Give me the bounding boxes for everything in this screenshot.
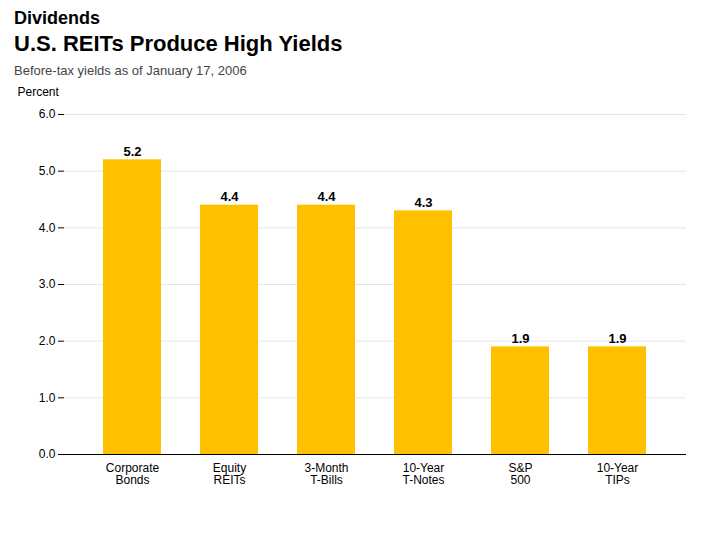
- svg-text:10-YearTIPs: 10-YearTIPs: [597, 461, 639, 487]
- svg-text:CorporateBonds: CorporateBonds: [106, 461, 160, 487]
- svg-text:Percent: Percent: [18, 85, 60, 99]
- svg-text:2.0: 2.0: [39, 334, 56, 348]
- svg-text:3-MonthT-Bills: 3-MonthT-Bills: [304, 461, 348, 487]
- svg-text:3.0: 3.0: [39, 277, 56, 291]
- html-text:U.S. REITs Produce High Yields: U.S. REITs Produce High Yields: [14, 31, 343, 56]
- svg-text:5.0: 5.0: [39, 164, 56, 178]
- svg-text:1.9: 1.9: [608, 331, 626, 346]
- svg-text:4.3: 4.3: [414, 195, 432, 210]
- svg-text:6.0: 6.0: [39, 107, 56, 121]
- svg-text:S&P500: S&P500: [508, 461, 532, 487]
- svg-text:10-YearT-Notes: 10-YearT-Notes: [402, 461, 444, 487]
- svg-text:0.0: 0.0: [39, 447, 56, 461]
- html-text:Dividends: Dividends: [14, 8, 100, 28]
- svg-text:4.4: 4.4: [317, 189, 336, 204]
- svg-text:4.0: 4.0: [39, 221, 56, 235]
- svg-text:1.9: 1.9: [511, 331, 529, 346]
- svg-text:1.0: 1.0: [39, 391, 56, 405]
- svg-text:EquityREITs: EquityREITs: [213, 461, 246, 487]
- svg-text:4.4: 4.4: [220, 189, 239, 204]
- svg-text:5.2: 5.2: [123, 144, 141, 159]
- html-text:Before-tax yields as of Januar: Before-tax yields as of January 17, 2006: [14, 63, 247, 78]
